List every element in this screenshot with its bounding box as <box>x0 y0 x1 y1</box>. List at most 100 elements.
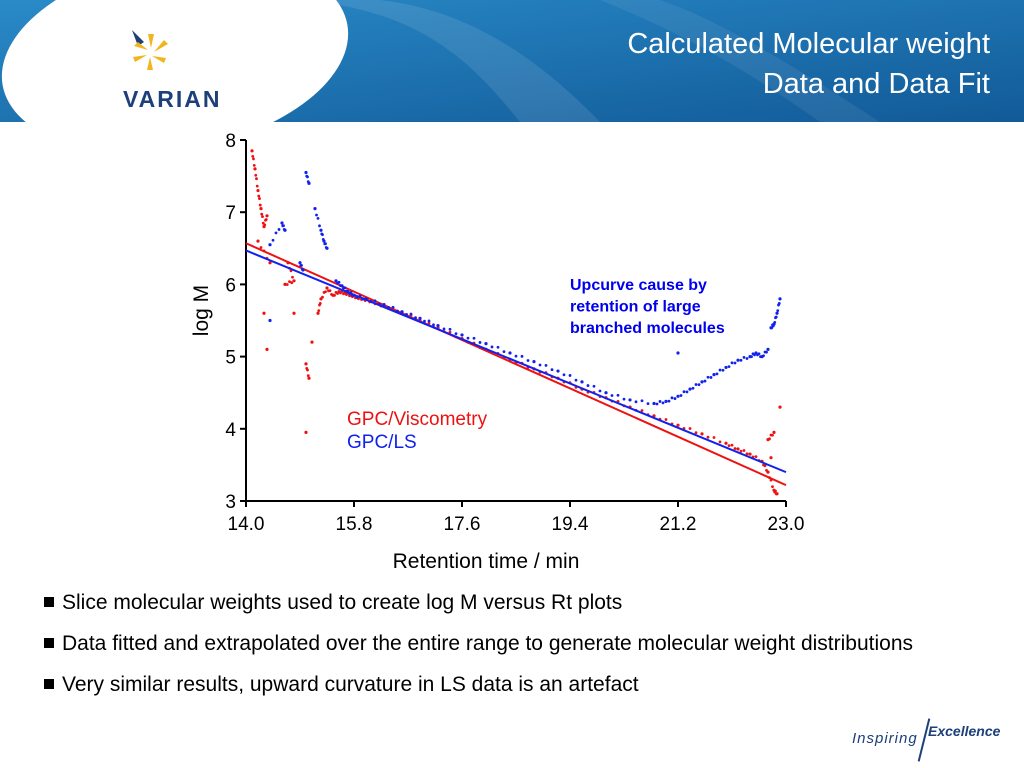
data-point <box>313 206 317 211</box>
data-point <box>727 365 731 369</box>
data-point <box>753 353 756 357</box>
logo-backdrop <box>1 0 349 122</box>
data-point <box>261 215 264 219</box>
data-point <box>676 351 680 355</box>
data-point <box>706 375 710 379</box>
data-point <box>321 237 325 241</box>
data-point <box>316 311 320 315</box>
data-point <box>652 401 656 406</box>
logo-text: VARIAN <box>123 86 222 112</box>
data-point <box>328 289 332 293</box>
data-point <box>268 318 272 323</box>
data-point <box>742 356 746 359</box>
annotation-line: branched molecules <box>570 320 725 337</box>
data-point <box>348 294 351 298</box>
data-point <box>324 242 327 246</box>
bullet-text: Very similar results, upward curvature i… <box>62 673 639 696</box>
data-point <box>274 231 278 235</box>
data-point <box>768 437 771 441</box>
data-point <box>304 362 308 366</box>
annotation-line: retention of large <box>570 299 701 316</box>
data-point <box>765 350 768 354</box>
data-point <box>466 336 470 340</box>
data-point <box>745 357 749 360</box>
data-point <box>460 333 464 337</box>
data-point <box>771 485 774 489</box>
data-point <box>334 279 338 283</box>
data-point <box>774 315 778 319</box>
data-point <box>454 332 458 335</box>
bullet-square-icon <box>44 597 54 607</box>
data-point <box>763 464 767 468</box>
data-point <box>252 157 255 161</box>
data-point <box>253 167 257 171</box>
data-point <box>285 283 289 286</box>
data-point <box>640 399 644 403</box>
data-point <box>694 431 698 435</box>
data-point <box>496 345 500 349</box>
data-point <box>490 345 494 349</box>
data-point <box>256 239 260 243</box>
data-point <box>282 228 286 231</box>
x-tick-label: 14.0 <box>228 514 265 535</box>
data-point <box>254 173 258 177</box>
data-point <box>592 384 596 388</box>
data-point <box>306 180 310 184</box>
data-point <box>544 363 548 367</box>
data-point <box>333 293 336 297</box>
data-point <box>610 394 614 397</box>
data-point <box>343 286 347 290</box>
title-line-2: Data and Data Fit <box>762 68 990 100</box>
data-point <box>304 170 308 175</box>
x-tick-label: 15.8 <box>336 514 373 535</box>
data-point <box>304 430 308 435</box>
data-point <box>718 368 722 372</box>
data-point <box>472 336 476 340</box>
legend-entry: GPC/LS <box>347 432 417 453</box>
data-point <box>538 363 542 367</box>
data-point <box>330 293 333 296</box>
data-point <box>342 292 345 296</box>
data-point <box>748 452 752 456</box>
data-point <box>562 373 566 377</box>
data-point <box>283 282 287 286</box>
data-point <box>315 213 318 217</box>
y-tick-label: 5 <box>225 348 236 369</box>
data-point <box>508 351 512 355</box>
varian-logo: VARIAN <box>22 10 322 114</box>
data-point <box>757 352 761 356</box>
data-point <box>661 401 665 405</box>
annotation-line: Upcurve cause by <box>570 277 707 294</box>
data-point <box>634 400 638 404</box>
data-point <box>766 347 770 351</box>
x-axis-title: Retention time / min <box>393 550 580 573</box>
data-point <box>250 149 254 153</box>
bullet-square-icon <box>44 679 54 689</box>
data-point <box>260 212 264 216</box>
data-point <box>265 214 269 218</box>
data-point <box>598 389 602 393</box>
data-point <box>778 405 782 409</box>
data-point <box>258 203 262 207</box>
data-point <box>259 206 263 211</box>
data-point <box>263 223 267 227</box>
x-tick-label: 23.0 <box>768 514 805 535</box>
data-point <box>324 246 328 249</box>
data-point <box>550 368 554 372</box>
data-point <box>724 441 728 445</box>
data-point <box>646 402 650 406</box>
data-point <box>265 347 269 351</box>
x-tick-label: 21.2 <box>660 514 697 535</box>
data-point <box>685 390 689 394</box>
data-point <box>776 309 780 313</box>
footer-inspiring-text: Inspiring <box>852 730 918 747</box>
data-point <box>568 374 572 377</box>
y-tick-label: 8 <box>225 131 236 152</box>
data-point <box>655 402 659 406</box>
data-point <box>418 316 422 320</box>
data-point <box>271 238 275 242</box>
data-point <box>676 394 680 398</box>
data-point <box>694 383 698 386</box>
data-point <box>262 311 266 315</box>
data-point <box>414 316 417 320</box>
